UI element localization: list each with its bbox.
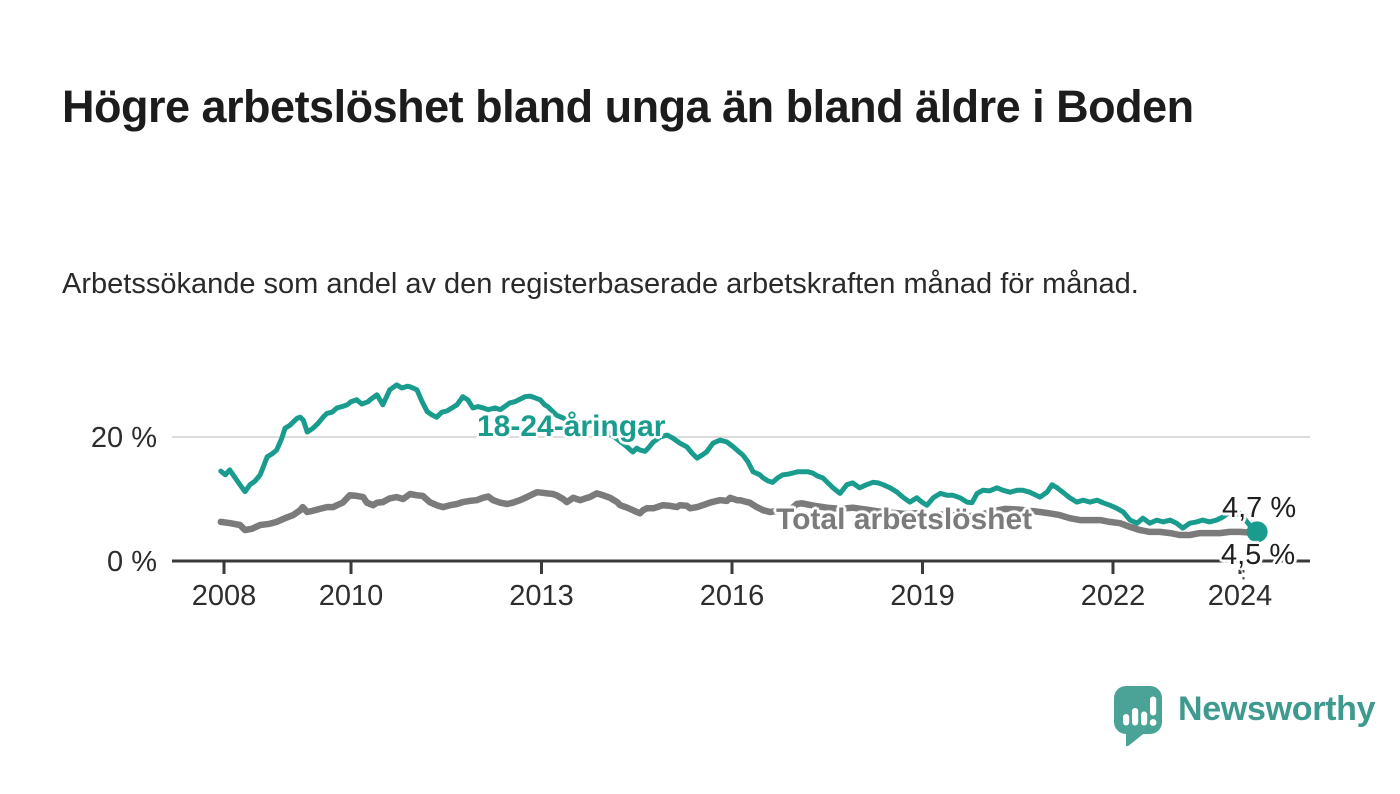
series-line-youth bbox=[218, 382, 1260, 535]
end-value-label-total: 4,5 % bbox=[1221, 539, 1296, 571]
x-tick-label: 2022 bbox=[1081, 580, 1146, 612]
series-label-youth: 18-24-åringar bbox=[477, 410, 666, 443]
series-label-total: Total arbetslöshet bbox=[776, 503, 1033, 536]
series-end-dot bbox=[1246, 521, 1268, 543]
newsworthy-logo-text: Newsworthy bbox=[1178, 690, 1376, 728]
newsworthy-logo: Newsworthy bbox=[1113, 685, 1376, 748]
newsworthy-speech-bubble-bar-chart-icon bbox=[1114, 686, 1162, 747]
end-value-label-youth: 4,7 % bbox=[1222, 492, 1297, 524]
series-line-total bbox=[217, 488, 1261, 539]
x-tick-label: 2019 bbox=[890, 580, 955, 612]
y-tick-label: 20 % bbox=[91, 422, 157, 454]
x-tick-label: 2008 bbox=[192, 580, 257, 612]
x-tick-label: 2010 bbox=[319, 580, 384, 612]
page-title: Högre arbetslöshet bland unga än bland ä… bbox=[62, 81, 1194, 133]
y-tick-label: 0 % bbox=[107, 546, 157, 578]
x-tick-label: 2016 bbox=[700, 580, 765, 612]
chart-subtitle: Arbetssökande som andel av den registerb… bbox=[62, 268, 1139, 300]
x-tick-label: 2024 bbox=[1208, 580, 1273, 612]
x-tick-label: 2013 bbox=[509, 580, 574, 612]
